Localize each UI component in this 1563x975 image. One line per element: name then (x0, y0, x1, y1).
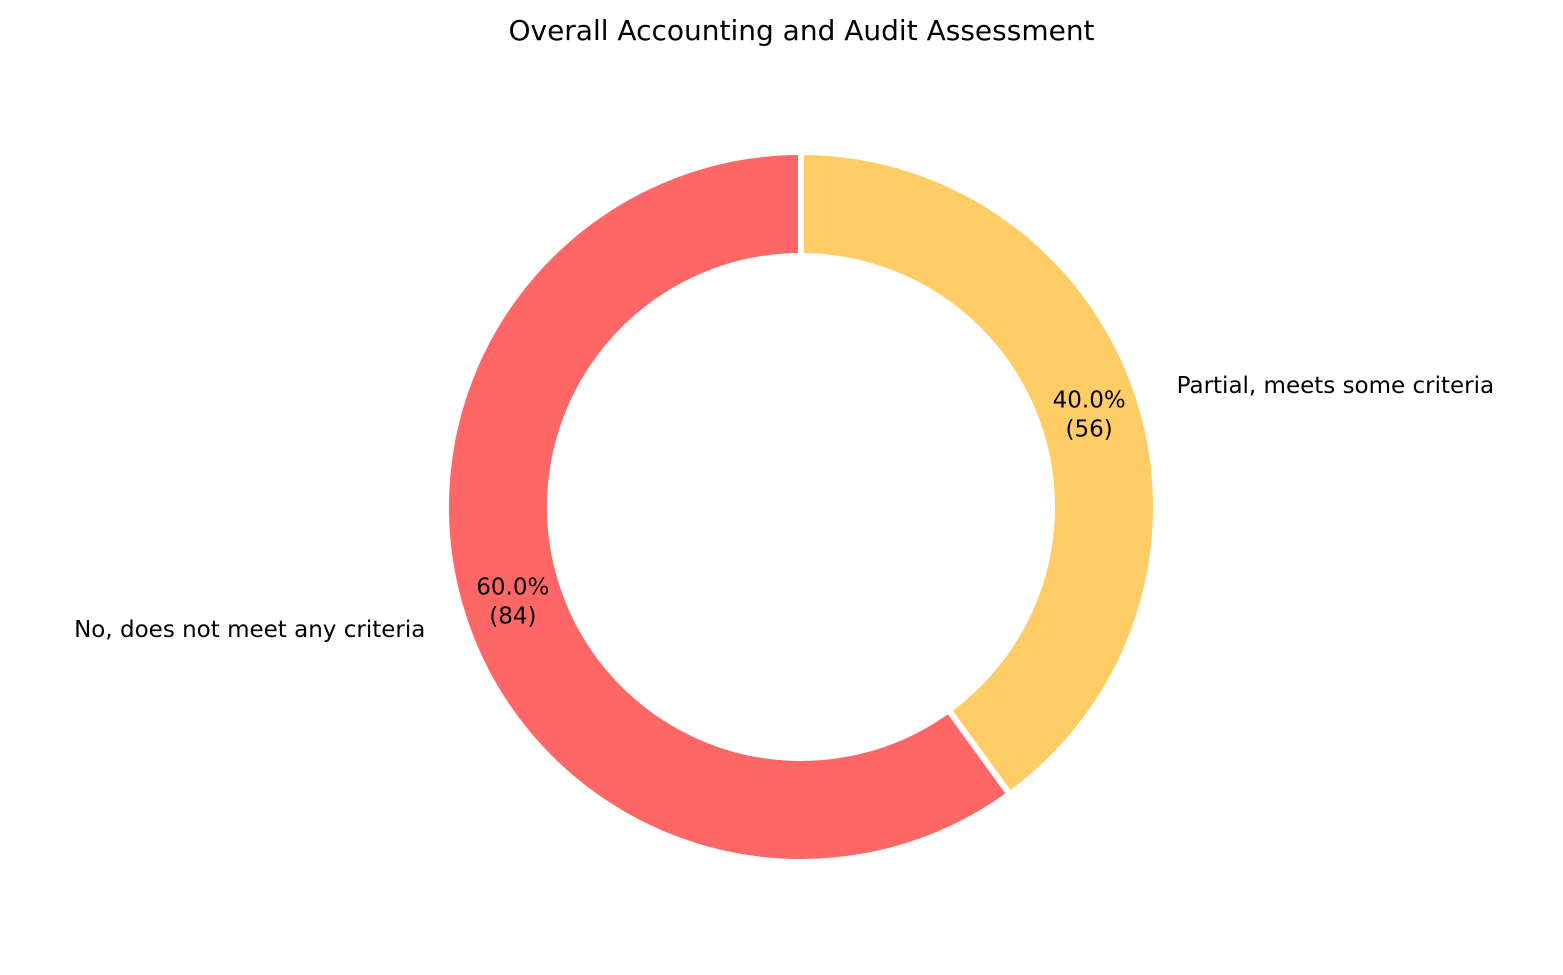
donut-labels: 40.0% (56) Partial, meets some criteria 60.… (74, 373, 1494, 643)
donut-slice-1 (443, 148, 1014, 865)
donut-slices (443, 148, 1159, 865)
chart-title: Overall Accounting and Audit Assessment (508, 14, 1095, 47)
slice-count-label-0: (56) (1066, 416, 1113, 442)
slice-category-label-1: No, does not meet any criteria (74, 617, 425, 643)
slice-percent-label-1: 60.0% (476, 575, 549, 601)
slice-count-label-1: (84) (489, 604, 536, 630)
donut-slice-0 (798, 148, 1159, 799)
slice-percent-label-0: 40.0% (1053, 387, 1126, 413)
slice-category-label-0: Partial, meets some criteria (1177, 373, 1494, 399)
